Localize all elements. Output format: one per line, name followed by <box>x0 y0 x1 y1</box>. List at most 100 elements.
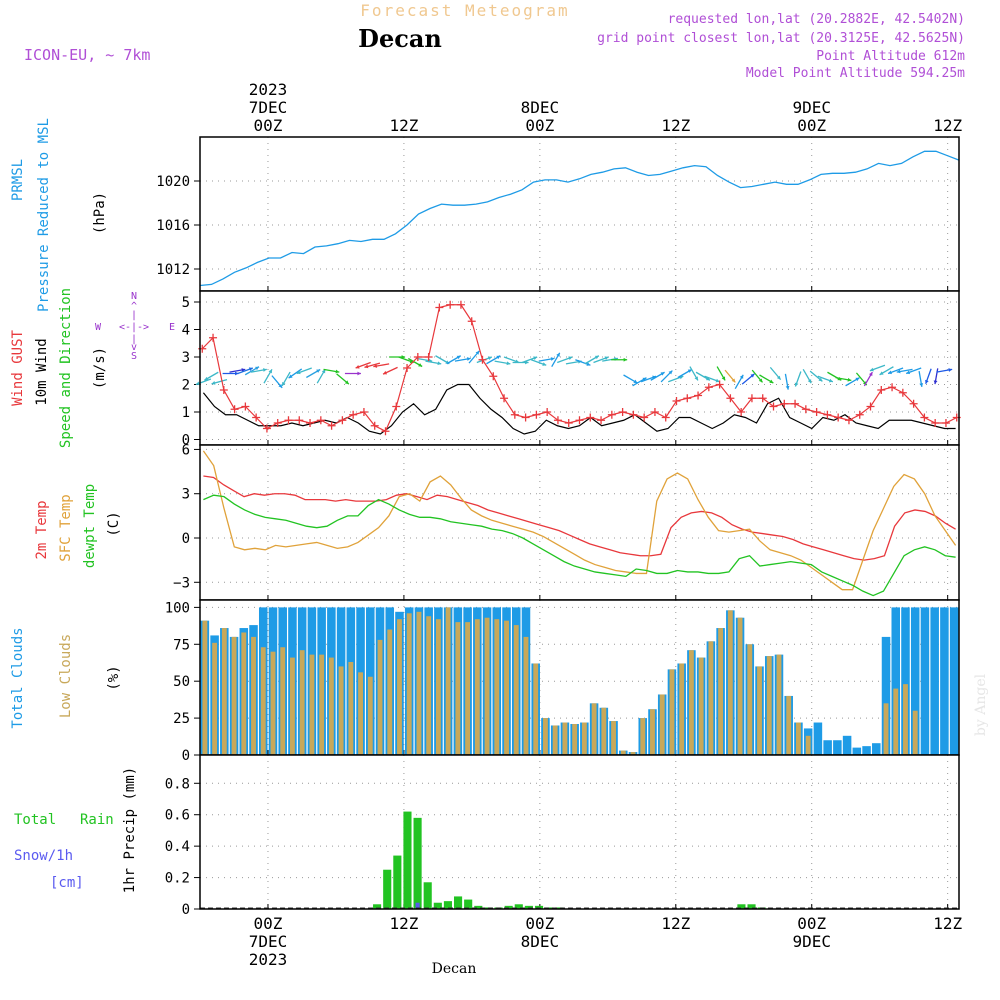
low-clouds-bar <box>796 722 801 755</box>
wind-direction-arrowhead <box>357 371 361 376</box>
pressure-ytick-label: 1012 <box>156 262 190 278</box>
wind-direction-arrowhead <box>373 364 378 368</box>
rain-bar <box>464 899 473 909</box>
precipitation-ytick-label: 0.8 <box>165 776 190 792</box>
total-clouds-bar <box>872 743 881 755</box>
bottom-axis-label: 2023 <box>249 950 288 969</box>
wind-direction-arrowhead <box>496 355 501 360</box>
wind-direction-arrowhead <box>262 368 267 372</box>
wind-direction-arrowhead <box>321 369 326 374</box>
wind-gust-marker <box>467 317 476 326</box>
low-clouds-bar <box>445 607 451 755</box>
precipitation-frame <box>199 754 960 910</box>
wind-direction-arrowhead <box>282 381 286 386</box>
wind-direction-arrowhead <box>694 376 698 381</box>
total-clouds-bar <box>910 607 920 755</box>
low-clouds-bar <box>280 647 286 755</box>
wind-direction-arrowhead <box>241 368 246 372</box>
rain-bar <box>474 905 483 909</box>
wind-direction-arrowhead <box>828 378 833 383</box>
wind-gust-marker <box>737 408 746 416</box>
total-clouds-bar <box>901 607 910 755</box>
wind-direction-arrowhead <box>364 364 369 369</box>
temperature-background <box>200 445 959 600</box>
temp-unit-label: (C) <box>106 511 122 536</box>
wind-gust-marker <box>650 408 659 416</box>
wind-gust-marker <box>823 410 832 419</box>
wind-direction-arrowhead <box>533 356 538 361</box>
total-clouds-bar <box>823 740 832 755</box>
wind-direction-arrowhead <box>355 364 360 369</box>
low-clouds-bar <box>737 617 743 755</box>
compass-bar-top: | <box>131 310 137 321</box>
rain-bar <box>524 905 533 909</box>
product-title: Forecast Meteogram <box>360 1 569 20</box>
pressure-ytick-label: 1020 <box>156 174 190 190</box>
temp-dewpt-line <box>203 494 956 597</box>
point-altitude: Point Altitude 612m <box>816 49 965 64</box>
top-axis-label: 8DEC <box>521 98 560 117</box>
precip-rain-label: Rain <box>80 812 114 828</box>
wind-direction-arrowhead <box>418 363 423 367</box>
wind-direction-arrowhead <box>933 380 938 385</box>
total-clouds-bar <box>833 740 842 755</box>
wind-ytick-label: 2 <box>182 378 190 394</box>
wind-direction-arrowhead <box>705 376 710 381</box>
wind-gust-marker <box>381 427 390 436</box>
wind-direction-arrowhead <box>550 357 555 361</box>
top-axis-label: 12Z <box>389 116 418 135</box>
temp-2m-line <box>203 475 956 561</box>
wind-direction-arrowhead <box>383 370 388 375</box>
wind-gust-marker <box>446 300 455 309</box>
wind-gust-marker <box>349 410 358 419</box>
rain-bar <box>737 904 746 909</box>
low-clouds-bar <box>552 725 558 755</box>
rain-bar <box>504 905 513 909</box>
low-clouds-bar <box>202 620 208 755</box>
wind-direction-arrowhead <box>195 381 200 386</box>
rain-bar <box>443 901 452 909</box>
wind-direction-arrowhead <box>204 376 209 381</box>
wind-gust-marker <box>931 419 940 427</box>
wind-direction-arrowhead <box>437 361 442 366</box>
wind-direction-arrowhead <box>906 370 911 375</box>
low-clouds-bar <box>893 688 899 755</box>
wind-speed-dir-label: Speed and Direction <box>58 288 74 448</box>
rain-bar <box>413 817 422 909</box>
wind-direction-arrowhead <box>750 373 755 378</box>
clouds-ytick-label: 100 <box>165 600 190 616</box>
clouds-ytick-label: 25 <box>173 711 190 727</box>
low-clouds-bar <box>221 628 227 755</box>
wind-gust-marker <box>327 421 336 430</box>
low-clouds-bar <box>659 694 665 755</box>
wind-direction-arrowhead <box>739 374 744 379</box>
gridpoint-location: grid point closest lon,lat (20.3125E, 42… <box>597 31 965 46</box>
clouds-background <box>200 600 959 755</box>
low-clouds-bar <box>416 611 422 755</box>
wind-direction-arrowhead <box>925 379 929 384</box>
bottom-axis-label: 12Z <box>933 914 962 933</box>
pressure-background <box>200 137 959 291</box>
rain-bar <box>747 904 756 909</box>
bottom-axis-label: 8DEC <box>521 932 560 951</box>
low-clouds-bar <box>455 622 461 755</box>
low-clouds-bar <box>426 616 432 755</box>
wind-direction-arrowhead <box>642 377 647 382</box>
clouds-unit-label: (%) <box>106 665 122 690</box>
low-clouds-bar <box>260 647 266 755</box>
rain-bar <box>433 902 442 909</box>
wind-direction-arrowhead <box>776 375 781 380</box>
rain-bar <box>403 811 412 909</box>
compass-bar-bottom: | <box>131 334 137 345</box>
wind-direction-arrowhead <box>255 366 260 371</box>
wind-panel: 0 1 2 3 4 5 <box>182 290 961 449</box>
low-clouds-label: Low Clouds <box>58 634 74 718</box>
top-axis-label: 00Z <box>797 116 826 135</box>
low-clouds-bar <box>387 629 393 755</box>
low-clouds-bar <box>747 644 753 755</box>
low-clouds-bar <box>543 718 548 755</box>
low-clouds-bar <box>630 752 636 755</box>
wind-gust-marker <box>855 410 864 419</box>
wind-gust-marker <box>586 413 595 422</box>
